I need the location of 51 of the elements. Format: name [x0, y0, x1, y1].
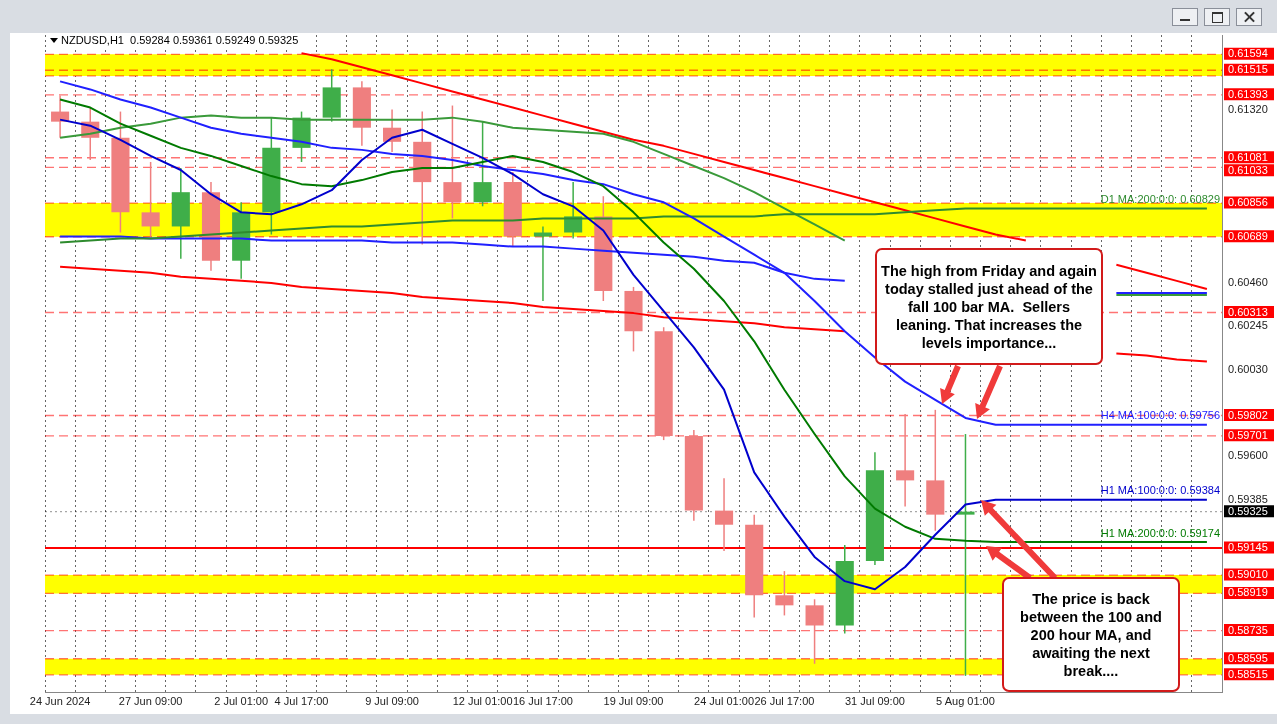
y-tick-label: 0.60030 — [1228, 362, 1268, 375]
x-tick-label: 16 Jul 17:00 — [512, 694, 573, 707]
annotation: The high from Friday and again today stalled just ahead of the fall 100 bar MA. Sellers leaning. That increases the levels importance... — [875, 248, 1103, 365]
candlestick — [443, 104, 462, 220]
candlestick — [805, 598, 824, 665]
ref-line-label: 0.60313 — [1228, 305, 1268, 318]
series-label: D1 MA:200:0:0: 0.60829 — [1100, 193, 1220, 206]
ref-line-label: 0.58735 — [1228, 623, 1268, 636]
candlestick — [956, 433, 975, 677]
ref-line-label: 0.58919 — [1228, 586, 1268, 599]
candlestick — [141, 161, 160, 238]
y-tick-label: 0.60245 — [1228, 319, 1268, 332]
candlestick — [775, 570, 794, 617]
candlestick — [564, 181, 583, 240]
candlestick — [533, 225, 553, 302]
x-tick-label: 31 Jul 09:00 — [844, 694, 905, 707]
x-tick-label: 2 Jul 01:00 — [214, 694, 269, 707]
candlestick — [473, 120, 492, 208]
ref-line-label: 0.60689 — [1228, 229, 1268, 242]
x-tick-label: 26 Jul 17:00 — [754, 694, 815, 707]
ref-line-label: 0.61081 — [1228, 150, 1268, 163]
ref-line-label: 0.59010 — [1228, 568, 1268, 581]
series-label: H1 MA:200:0:0: 0.59174 — [1100, 526, 1220, 539]
x-tick-label: 4 Jul 17:00 — [274, 694, 329, 707]
y-tick-label: 0.61320 — [1228, 102, 1268, 115]
ref-line-label: 0.61033 — [1228, 163, 1268, 176]
ref-line-label: 0.58515 — [1228, 667, 1268, 680]
candlestick — [896, 413, 915, 508]
ref-line-label: 0.61393 — [1228, 87, 1268, 100]
ref-line-label: 0.59701 — [1228, 428, 1268, 441]
x-tick-label: 24 Jul 01:00 — [694, 694, 755, 707]
x-tick-label: 12 Jul 01:00 — [452, 694, 513, 707]
x-tick-label: 19 Jul 09:00 — [603, 694, 664, 707]
x-tick-label: 24 Jun 2024 — [29, 694, 91, 707]
ref-line-label: 0.61515 — [1228, 63, 1268, 76]
candlestick — [714, 477, 734, 552]
ref-line-label: 0.59802 — [1228, 408, 1268, 421]
x-tick-label: 27 Jun 09:00 — [118, 694, 183, 707]
chart-title: NZDUSD,H1 0.59284 0.59361 0.59249 0.59325 — [61, 34, 299, 47]
ref-line-label: 0.61594 — [1228, 47, 1268, 60]
y-tick-label: 0.59600 — [1228, 449, 1268, 462]
ref-line-label: 0.58595 — [1228, 651, 1268, 664]
series-label: H1 MA:100:0:0: 0.59384 — [1100, 484, 1220, 497]
ref-line-label: 0.60856 — [1228, 196, 1268, 209]
ref-line-label: 0.59325 — [1228, 504, 1268, 517]
annotation: The price is back between the 100 and 200 hour MA, and awaiting the next break.... — [1002, 577, 1180, 692]
y-tick-label: 0.59385 — [1228, 492, 1268, 505]
y-tick-label: 0.60460 — [1228, 275, 1268, 288]
x-tick-label: 5 Aug 01:00 — [936, 694, 995, 707]
x-tick-label: 9 Jul 09:00 — [365, 694, 419, 707]
ref-line-label: 0.59145 — [1228, 540, 1268, 553]
